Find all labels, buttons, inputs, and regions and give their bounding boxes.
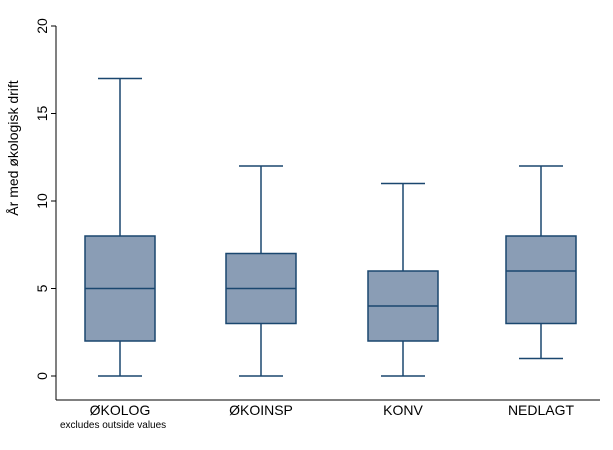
x-category-label: ØKOINSP (229, 402, 293, 418)
labels: 0 5 10 15 20 ØKOLOG ØKOINSP KONV NEDLAGT (34, 18, 575, 418)
x-category-label: NEDLAGT (508, 402, 575, 418)
boxes (84, 77, 577, 377)
x-category-label: ØKOLOG (90, 402, 151, 418)
y-axis-label: År med økologisk drift (5, 80, 21, 215)
y-tick-label: 15 (34, 106, 50, 122)
axes (51, 25, 600, 401)
y-tick-label: 0 (34, 372, 50, 380)
y-tick-label: 10 (34, 193, 50, 209)
box-iqr (505, 235, 577, 325)
y-tick-label: 20 (34, 18, 50, 34)
note-text: excludes outside values (60, 420, 166, 431)
x-category-label: KONV (383, 402, 423, 418)
y-tick-label: 5 (34, 284, 50, 292)
